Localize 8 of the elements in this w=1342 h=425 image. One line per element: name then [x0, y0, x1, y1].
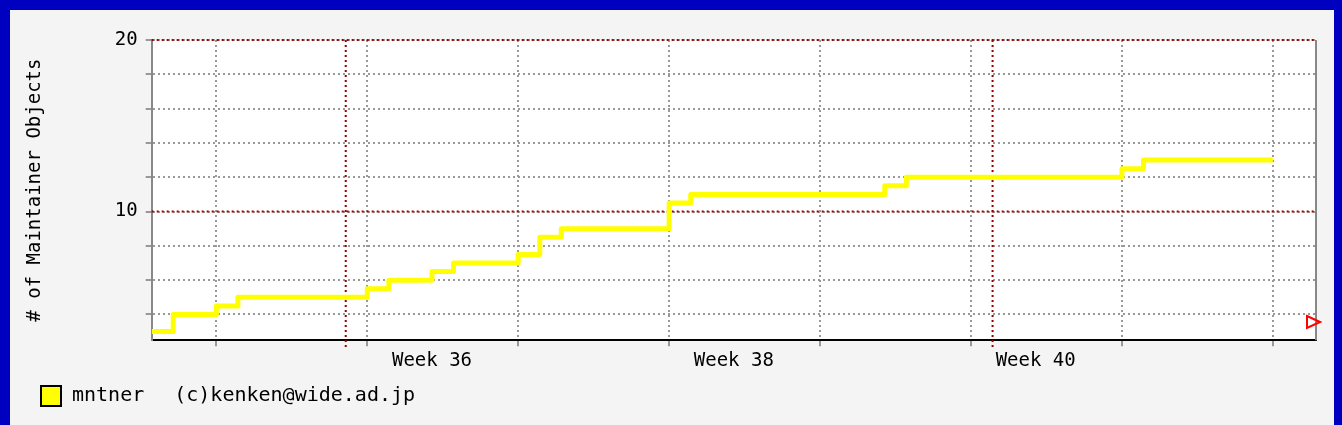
x-tick-label: Week 36: [391, 347, 473, 370]
y-tick-label: 20: [114, 26, 138, 49]
y-tick-label: 10: [114, 198, 138, 221]
x-tick-label: Week 40: [995, 347, 1076, 370]
legend-label: mntner: [71, 382, 145, 407]
x-tick-label: Week 38: [693, 347, 774, 370]
text: (c)kenken@wide.ad.jp: [174, 382, 416, 407]
y-axis-title: # of Maintainer Objects: [22, 58, 45, 322]
